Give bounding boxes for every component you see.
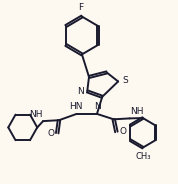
Text: NH: NH bbox=[29, 110, 42, 119]
Text: N: N bbox=[94, 102, 101, 111]
Text: N: N bbox=[77, 87, 84, 96]
Text: S: S bbox=[122, 76, 128, 85]
Text: CH₃: CH₃ bbox=[135, 152, 151, 161]
Text: O: O bbox=[47, 129, 54, 138]
Text: F: F bbox=[78, 3, 84, 12]
Text: HN: HN bbox=[70, 102, 83, 111]
Text: O: O bbox=[120, 128, 127, 136]
Text: NH: NH bbox=[130, 107, 144, 116]
